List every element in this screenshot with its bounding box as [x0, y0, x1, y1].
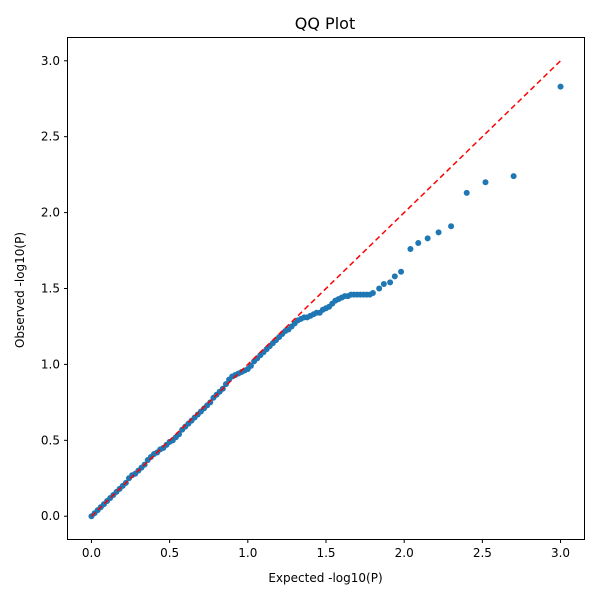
y-tick-label: 2.0	[41, 206, 60, 220]
data-point	[407, 246, 414, 253]
data-point	[369, 290, 376, 297]
x-tick-label: 3.0	[551, 546, 570, 560]
data-point	[391, 273, 398, 280]
data-point	[482, 179, 489, 186]
y-tick-label: 2.5	[41, 130, 60, 144]
plot-frame	[67, 37, 585, 540]
y-axis: 0.0 0.5 1.0 1.5 2.0 2.5 3.0	[41, 54, 68, 523]
x-axis-label: Expected -log10(P)	[268, 571, 382, 585]
data-point	[448, 223, 455, 230]
data-point	[387, 279, 394, 286]
y-tick-label: 1.0	[41, 357, 60, 371]
data-point	[463, 189, 470, 196]
scatter-series	[88, 83, 564, 520]
data-point	[557, 83, 564, 90]
data-point	[435, 229, 442, 236]
x-axis: 0.0 0.5 1.0 1.5 2.0 2.5 3.0	[82, 539, 570, 560]
y-axis-label: Observed -log10(P)	[13, 232, 27, 348]
data-point	[222, 381, 229, 388]
x-tick-label: 0.5	[160, 546, 179, 560]
x-tick-label: 1.0	[238, 546, 257, 560]
data-point	[398, 268, 405, 275]
data-point	[376, 285, 383, 292]
x-tick-label: 0.0	[82, 546, 101, 560]
data-point	[247, 362, 254, 369]
reference-line	[90, 60, 562, 517]
y-tick-label: 0.0	[41, 509, 60, 523]
x-tick-label: 1.5	[316, 546, 335, 560]
chart-title: QQ Plot	[295, 14, 355, 33]
y-tick-label: 0.5	[41, 433, 60, 447]
data-point	[415, 239, 422, 246]
data-point	[424, 235, 431, 242]
data-point	[207, 399, 214, 406]
data-point	[510, 173, 517, 180]
data-point	[380, 280, 387, 287]
x-tick-label: 2.5	[473, 546, 492, 560]
y-tick-label: 1.5	[41, 282, 60, 296]
y-tick-label: 3.0	[41, 54, 60, 68]
x-tick-label: 2.0	[395, 546, 414, 560]
